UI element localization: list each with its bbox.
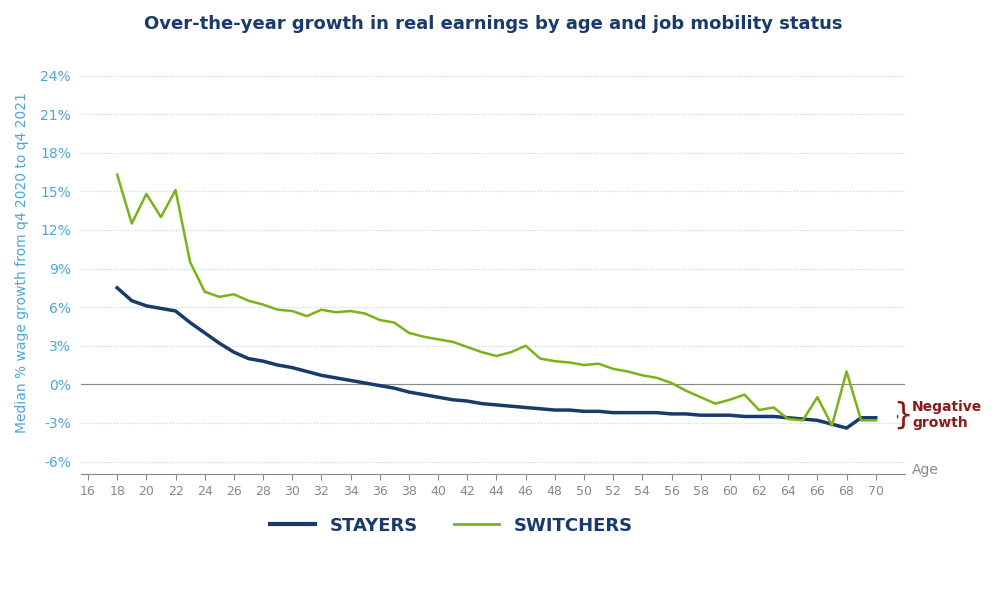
Text: Negative
growth: Negative growth — [912, 400, 982, 430]
Y-axis label: Median % wage growth from q4 2020 to q4 2021: Median % wage growth from q4 2020 to q4 … — [15, 92, 29, 433]
Text: Age: Age — [912, 463, 939, 477]
Text: }: } — [893, 401, 912, 430]
Legend: STAYERS, SWITCHERS: STAYERS, SWITCHERS — [263, 509, 640, 542]
Title: Over-the-year growth in real earnings by age and job mobility status: Over-the-year growth in real earnings by… — [144, 15, 842, 33]
